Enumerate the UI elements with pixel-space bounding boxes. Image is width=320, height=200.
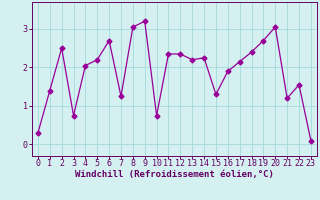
X-axis label: Windchill (Refroidissement éolien,°C): Windchill (Refroidissement éolien,°C) bbox=[75, 170, 274, 179]
